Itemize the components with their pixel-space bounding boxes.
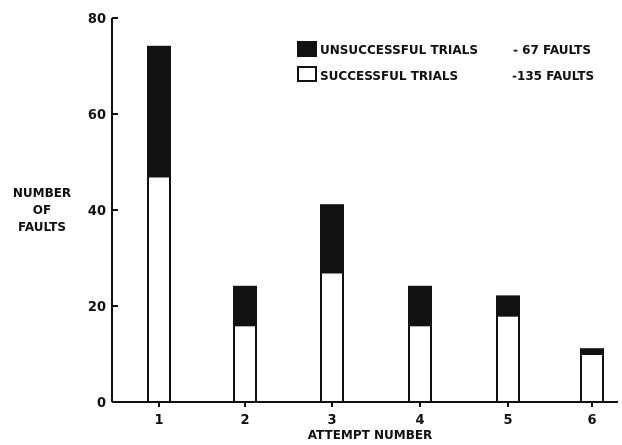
x-tick-label: 2 [240,413,249,428]
x-tick-label: 3 [327,413,336,428]
x-tick-label: 4 [415,413,424,428]
bar-unsuccessful [408,285,432,327]
bars [147,45,604,404]
y-axis-title-line-2: OF [33,203,51,217]
legend: UNSUCCESSFUL TRIALS - 67 FAULTS SUCCESSF… [297,41,594,83]
bar-successful [233,324,257,404]
y-axis-title: NUMBER OF FAULTS [13,186,71,234]
bar-successful [496,314,520,404]
axes: 0 20 40 60 80 1 2 3 4 5 6 [88,12,618,428]
x-tick-label: 6 [587,413,596,428]
bar-unsuccessful [233,285,257,327]
bar-unsuccessful [320,204,344,274]
x-tick-label: 1 [154,413,163,428]
y-axis-title-line-1: NUMBER [13,186,71,200]
y-axis-title-line-3: FAULTS [18,220,66,234]
bar-unsuccessful [580,348,604,356]
bar-successful [580,353,604,403]
x-axis-title: ATTEMPT NUMBER [308,428,433,442]
legend-swatch-successful [297,66,317,82]
bar-successful [408,324,432,404]
legend-label-unsuccessful: UNSUCCESSFUL TRIALS [320,43,478,57]
legend-label-successful: SUCCESSFUL TRIALS [320,69,458,83]
x-tick-label: 5 [503,413,512,428]
y-tick-label: 60 [88,108,106,123]
y-tick-label: 20 [88,300,106,315]
bar-successful [147,175,171,403]
y-tick-label: 80 [88,12,106,27]
legend-note-successful: -135 FAULTS [512,69,594,83]
legend-swatch-unsuccessful [297,41,317,57]
bar-successful [320,271,344,403]
legend-note-unsuccessful: - 67 FAULTS [513,43,591,57]
y-tick-label: 0 [97,396,106,411]
y-tick-label: 40 [88,204,106,219]
bar-unsuccessful [496,295,520,317]
bar-unsuccessful [147,45,171,178]
